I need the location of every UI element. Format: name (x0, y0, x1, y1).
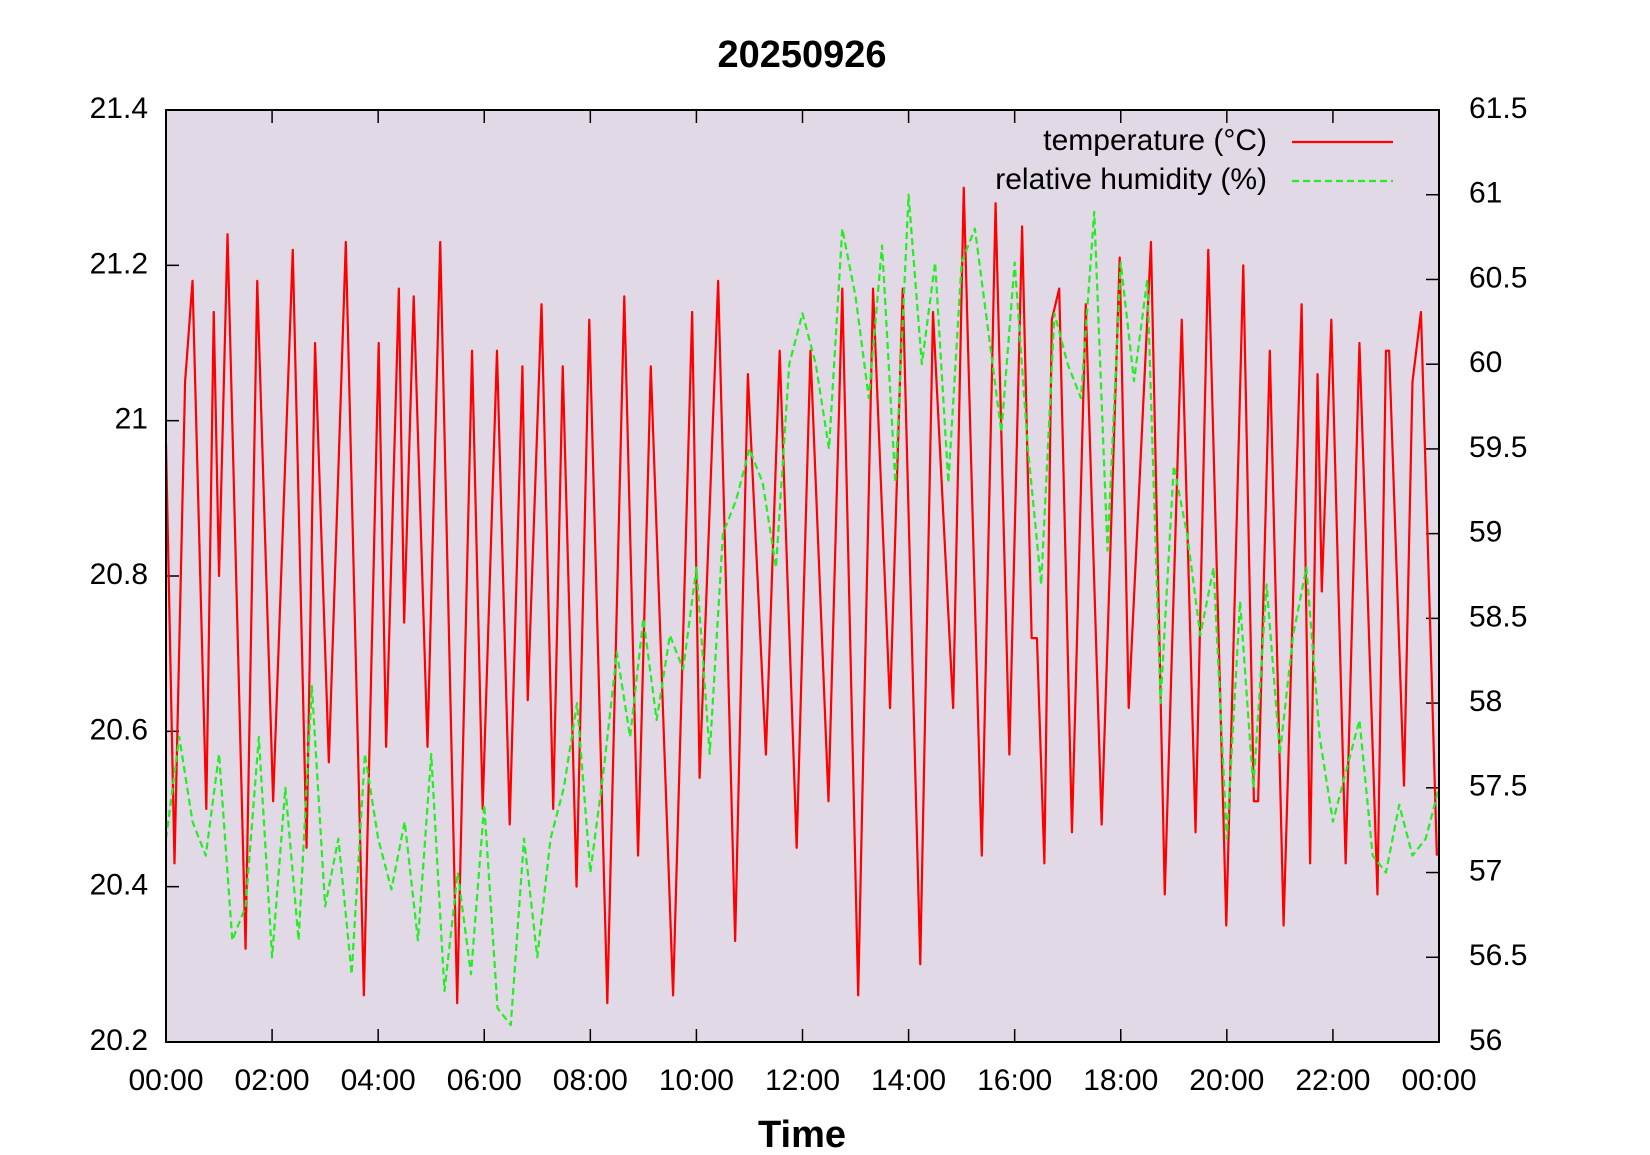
y2-tick-label: 61.5 (1469, 92, 1527, 125)
chart-title: 20250926 (717, 34, 886, 76)
x-tick-label: 18:00 (1083, 1064, 1158, 1097)
data-line (164, 193, 1441, 1027)
y2-tick-label: 56.5 (1469, 939, 1527, 972)
x-tick-label: 14:00 (871, 1064, 946, 1097)
x-tick-label: 12:00 (765, 1064, 840, 1097)
y2-tick-label: 59.5 (1469, 431, 1527, 464)
y-tick-label: 20.4 (90, 869, 148, 902)
x-tick-label: 16:00 (977, 1064, 1052, 1097)
plot-frame (165, 109, 1440, 1043)
x-tick-label: 20:00 (1189, 1064, 1264, 1097)
y-tick-label: 20.8 (90, 558, 148, 591)
y2-tick-label: 57.5 (1469, 770, 1527, 803)
x-tick-label: 06:00 (447, 1064, 522, 1097)
x-tick-label: 08:00 (553, 1064, 628, 1097)
y2-tick-label: 61 (1469, 177, 1502, 210)
legend-label: relative humidity (%) (995, 163, 1267, 196)
y-tick-label: 21.4 (90, 92, 148, 125)
x-tick-label: 04:00 (341, 1064, 416, 1097)
legend-label: temperature (°C) (1043, 124, 1267, 157)
x-tick-label: 02:00 (235, 1064, 310, 1097)
y-tick-label: 21.2 (90, 247, 148, 280)
y2-tick-label: 58.5 (1469, 600, 1527, 633)
x-tick-label: 00:00 (128, 1064, 203, 1097)
y2-tick-label: 57 (1469, 854, 1502, 887)
y-tick-label: 21 (115, 403, 148, 436)
y2-tick-label: 56 (1469, 1024, 1502, 1057)
y-tick-label: 20.2 (90, 1024, 148, 1057)
x-axis-title: Time (758, 1114, 846, 1155)
y-tick-label: 20.6 (90, 713, 148, 746)
y2-tick-label: 60.5 (1469, 261, 1527, 294)
y2-tick-label: 58 (1469, 685, 1502, 718)
x-tick-label: 22:00 (1295, 1064, 1370, 1097)
x-tick-label: 10:00 (659, 1064, 734, 1097)
y2-tick-label: 60 (1469, 346, 1502, 379)
x-tick-label: 00:00 (1401, 1064, 1476, 1097)
y2-tick-label: 59 (1469, 516, 1502, 549)
